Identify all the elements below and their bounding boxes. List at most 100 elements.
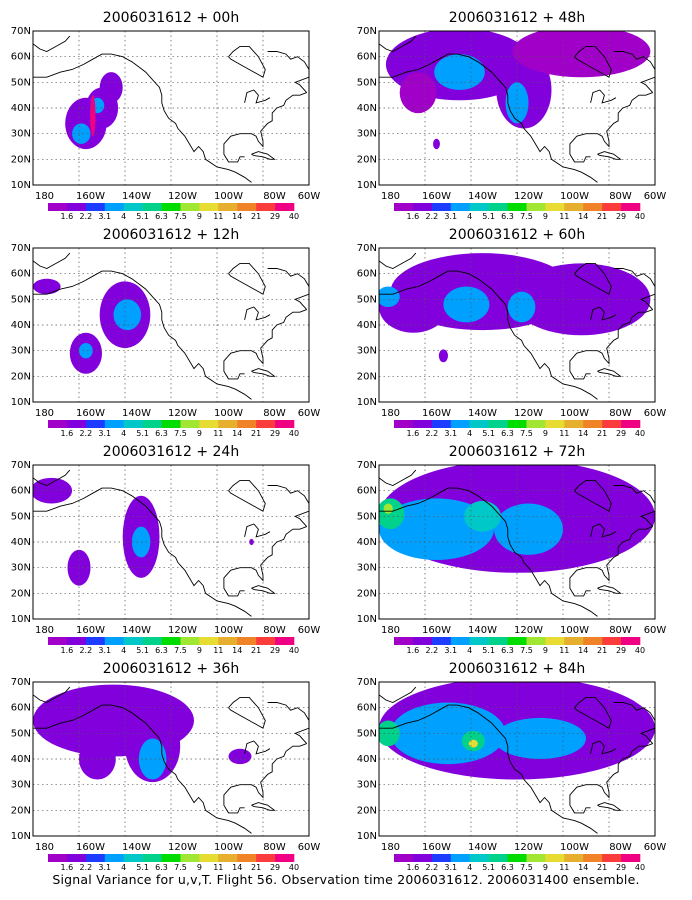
colorbar-swatch [85,637,106,645]
y-tick-label: 50N [11,511,31,522]
colorbar-swatch [564,420,584,428]
colorbar-label: 9 [197,646,202,655]
x-tick-label: 120W [168,625,197,636]
colorbar-swatch [48,420,68,428]
variance-contour [90,95,96,137]
colorbar-label: 40 [289,646,299,655]
map-panel: 2006031612 + 36h 10N 20N 30N 40N 50N 60N 70N 180… [11,661,321,872]
coastline [244,740,271,755]
colorbar-swatch [180,854,200,862]
y-tick-label: 40N [357,754,377,765]
colorbar-label: 2.2 [425,863,438,872]
colorbar-swatch [237,203,257,211]
x-tick-label: 140W [122,842,151,853]
coastline [379,686,417,703]
x-tick-label: 80W [609,408,632,419]
colorbar-label: 3.1 [98,429,111,438]
y-tick-label: 10N [11,397,31,408]
y-tick-label: 10N [357,397,377,408]
coastline [569,309,653,380]
x-tick-label: 60W [644,625,667,636]
coastline [574,45,612,78]
x-tick-label: 120W [168,842,197,853]
coastline [223,309,307,380]
colorbar-label: 5.1 [482,863,495,872]
colorbar-swatch [123,637,143,645]
colorbar-swatch [450,637,470,645]
colorbar-label: 9 [543,429,548,438]
y-tick-label: 30N [11,346,31,357]
colorbar-swatch [237,637,257,645]
colorbar-swatch [161,420,181,428]
y-tick-label: 50N [11,294,31,305]
panel-title: 2006031612 + 36h [103,661,239,677]
colorbar-label: 2.2 [425,212,438,221]
colorbar-label: 2.2 [425,646,438,655]
colorbar-swatch [180,203,200,211]
colorbar-swatch [48,203,68,211]
y-tick-label: 70N [357,243,377,254]
colorbar-label: 1.6 [61,429,74,438]
colorbar-swatch [526,420,546,428]
colorbar-swatch [256,637,276,645]
coastline [613,702,655,744]
colorbar-swatch [218,203,238,211]
x-tick-label: 140W [468,191,497,202]
y-tick-label: 70N [11,243,31,254]
colorbar-swatch [602,854,622,862]
y-tick-label: 50N [357,77,377,88]
colorbar-label: 4 [121,212,126,221]
colorbar-swatch [394,203,414,211]
colorbar-label: 11 [213,212,223,221]
variance-field [379,682,655,836]
colorbar-label: 14 [232,429,242,438]
x-tick-label: 120W [168,408,197,419]
colorbar-swatch [199,420,219,428]
colorbar-swatch [412,637,433,645]
y-tick-label: 40N [11,754,31,765]
colorbar-swatch [161,854,181,862]
colorbar-label: 1.6 [61,646,74,655]
coastline [228,696,266,729]
colorbar-label: 6.3 [501,646,514,655]
colorbar-swatch [564,854,584,862]
x-tick-label: 180 [35,625,54,636]
variance-field [33,31,309,185]
coastline [597,585,622,594]
colorbar-swatch [488,420,508,428]
map-panel: 2006031612 + 72h 10N 20N 30N 40N 50N 60N 70N 180… [357,444,667,655]
colorbar-swatch [104,637,124,645]
y-tick-label: 50N [357,511,377,522]
y-tick-label: 20N [357,588,377,599]
x-tick-label: 180 [381,191,400,202]
x-tick-label: 60W [644,408,667,419]
colorbar-swatch [180,637,200,645]
y-tick-label: 40N [11,320,31,331]
colorbar-label: 21 [597,212,607,221]
colorbar-label: 7.5 [174,646,187,655]
y-tick-label: 60N [11,269,31,280]
coastline [33,704,252,834]
colorbar-swatch [545,203,565,211]
colorbar-swatch [199,203,219,211]
colorbar-label: 7.5 [520,863,533,872]
y-tick-label: 20N [357,805,377,816]
colorbar-label: 5.1 [482,212,495,221]
x-tick-label: 60W [644,842,667,853]
colorbar-swatch [394,854,414,862]
coastline [613,485,655,527]
colorbar-swatch [545,637,565,645]
colorbar-label: 6.3 [501,863,514,872]
colorbar-label: 29 [270,863,280,872]
variance-contour [433,138,440,150]
colorbar-label: 29 [270,212,280,221]
colorbar-label: 1.6 [61,212,74,221]
colorbar-swatch [275,420,295,428]
colorbar-label: 11 [559,646,569,655]
coastline [590,740,617,755]
coastline [244,306,271,321]
coastline [613,51,655,93]
colorbar-swatch [526,637,546,645]
colorbar-swatch [180,420,200,428]
x-tick-label: 180 [35,408,54,419]
